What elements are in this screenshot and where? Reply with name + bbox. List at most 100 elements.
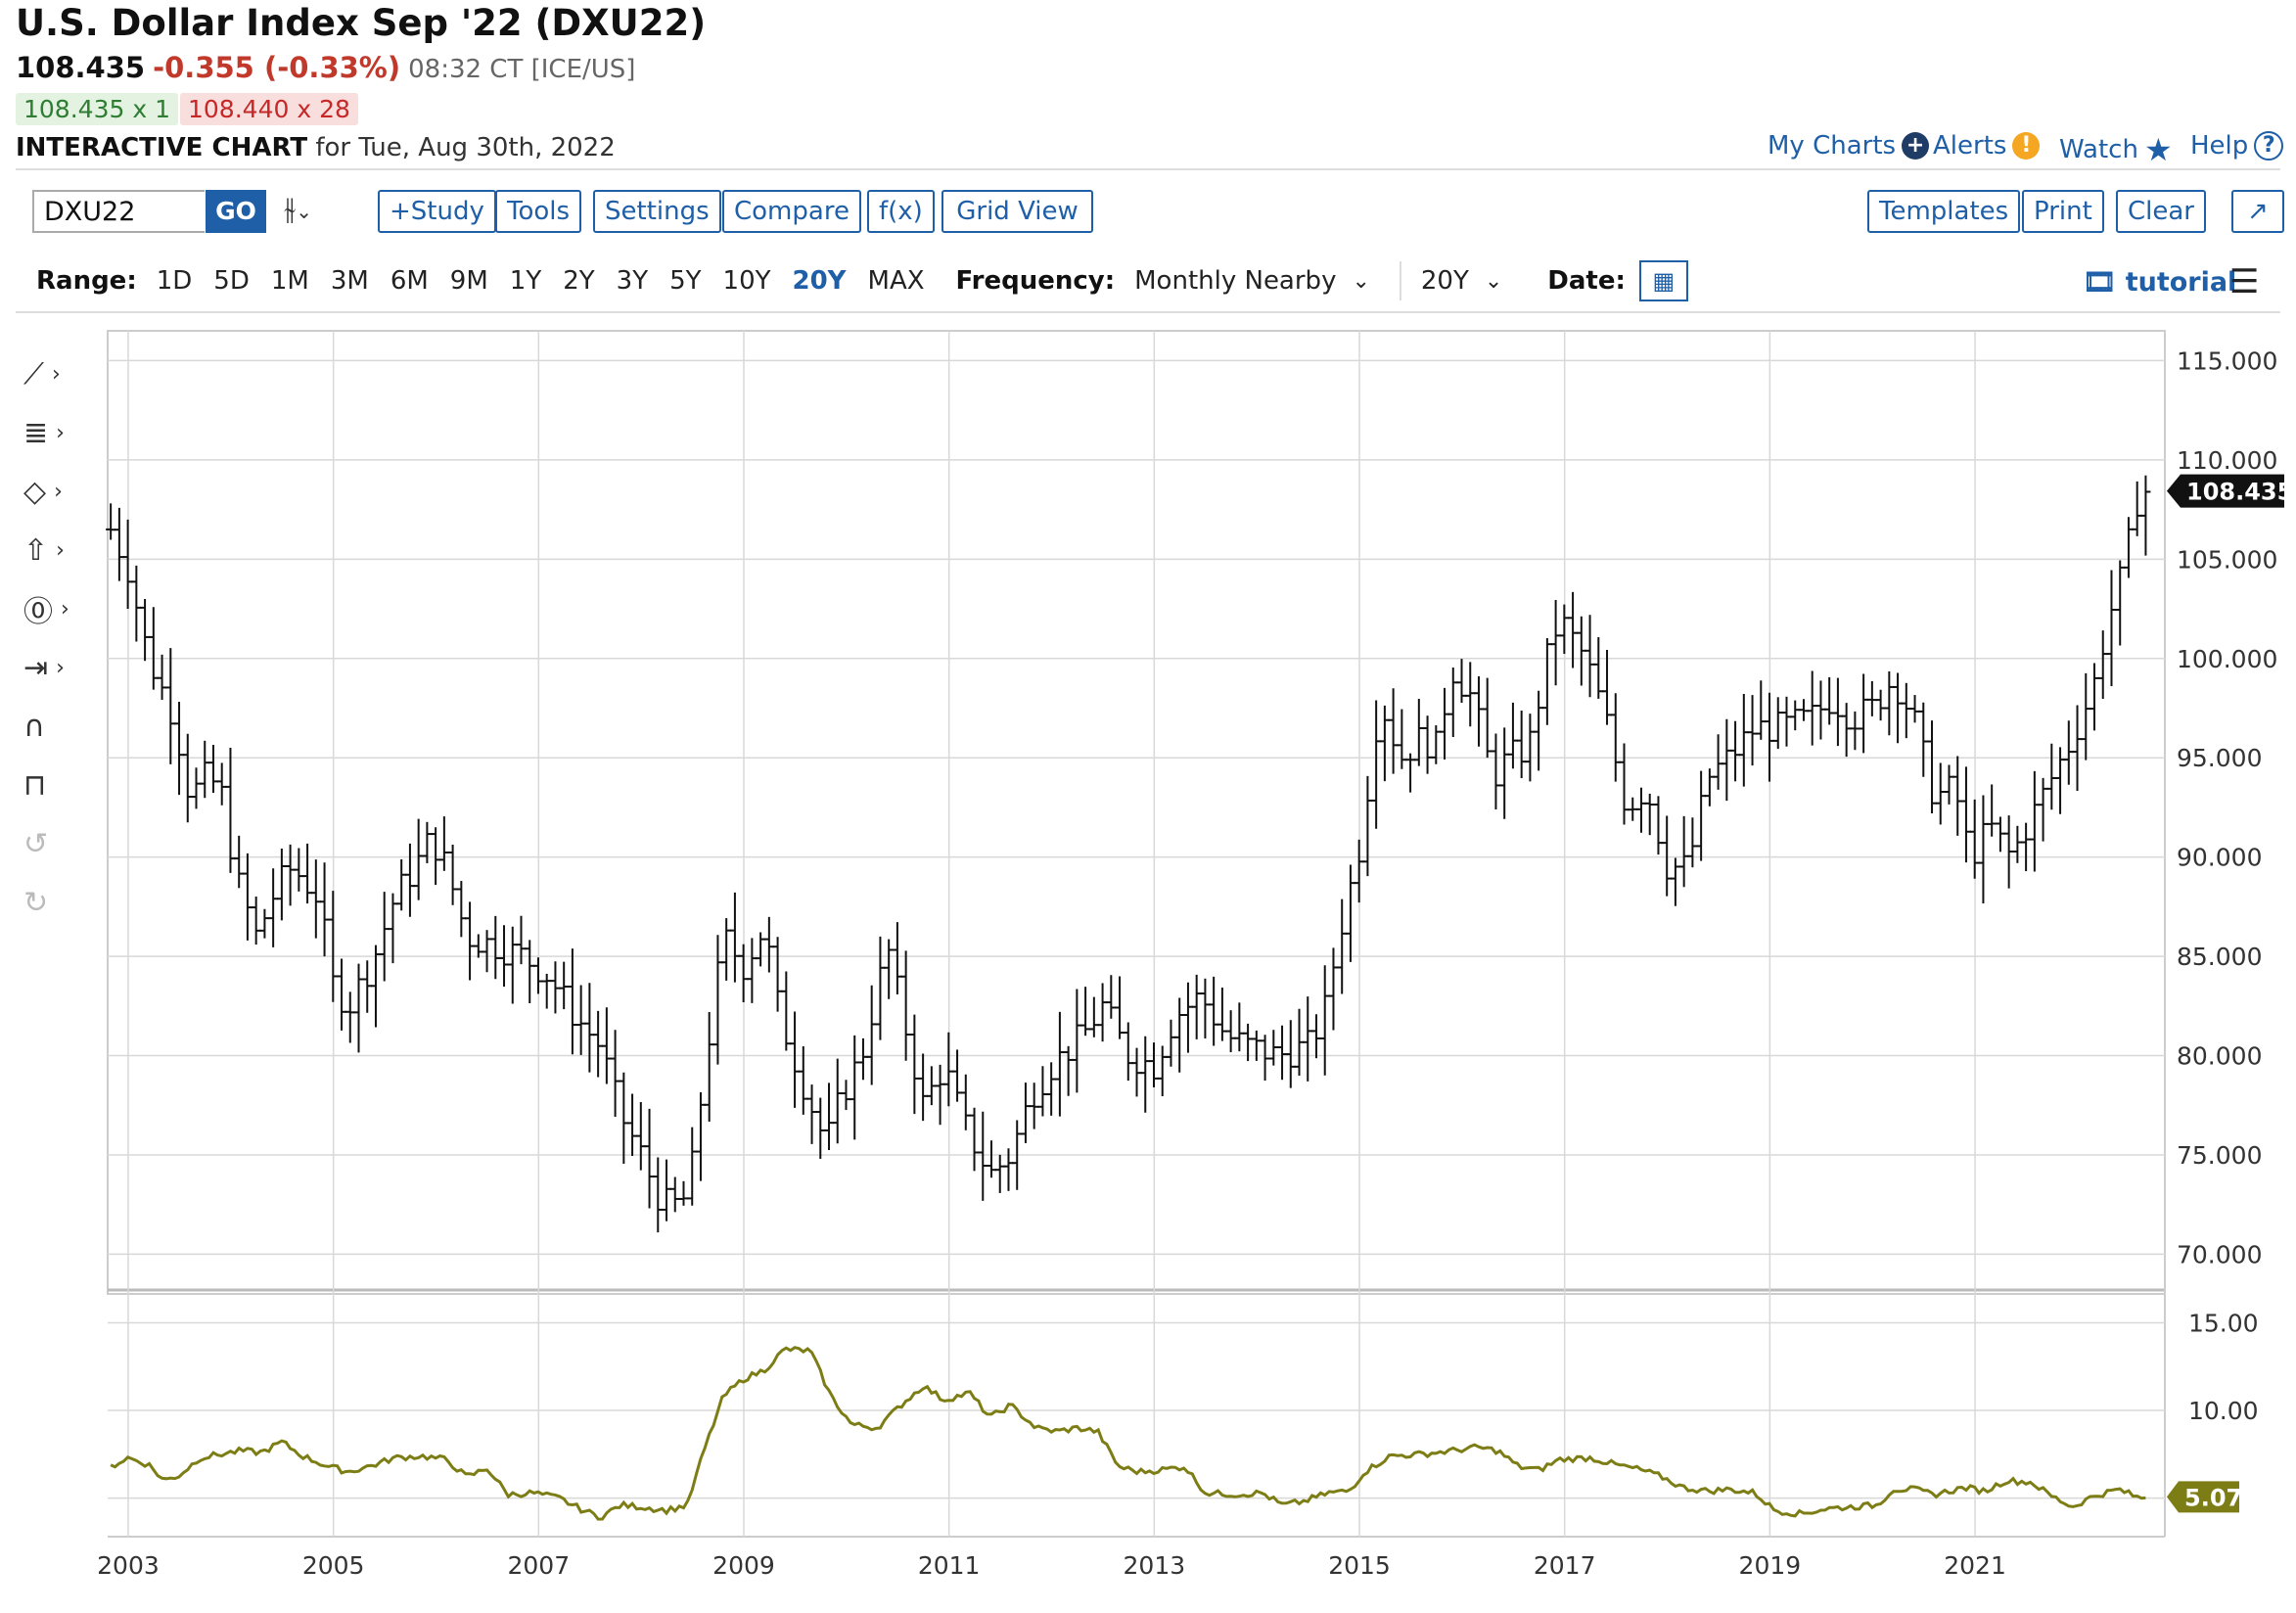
menu-icon[interactable]: ☰ <box>2229 262 2260 301</box>
y-tick-label: 85.000 <box>2177 943 2262 971</box>
indicator-tick-label: 10.00 <box>2188 1397 2259 1425</box>
x-tick-label: 2015 <box>1328 1551 1391 1580</box>
line-tool[interactable]: ⟋ › <box>23 352 94 395</box>
range-option-9m[interactable]: 9M <box>449 266 488 296</box>
print-button[interactable]: Print <box>2022 190 2104 233</box>
plus-circle-icon: + <box>1902 132 1930 160</box>
compare-button[interactable]: Compare <box>722 190 861 233</box>
y-tick-label: 80.000 <box>2177 1042 2262 1071</box>
magnet-icon: ∩ <box>23 709 45 744</box>
x-tick-label: 2007 <box>508 1551 571 1580</box>
indicator-line <box>110 1346 2146 1521</box>
range-label: Range: <box>36 266 137 296</box>
alerts-link[interactable]: Alerts ! <box>1933 131 2041 161</box>
grid-view-button[interactable]: Grid View <box>941 190 1093 233</box>
fib-tool-icon: ≣ <box>23 415 49 450</box>
y-tick-label: 75.000 <box>2177 1141 2262 1170</box>
arrow-tool[interactable]: ⇧ › <box>23 529 94 572</box>
interactive-chart-heading: INTERACTIVE CHART for Tue, Aug 30th, 202… <box>16 133 616 162</box>
film-icon: 🎞 <box>2083 267 2117 298</box>
help-link[interactable]: Help ? <box>2190 131 2284 161</box>
range-option-1d[interactable]: 1D <box>156 266 193 296</box>
lock-tool[interactable]: ⊓ <box>23 763 94 806</box>
y-tick-label: 110.000 <box>2177 446 2277 475</box>
frequency-select[interactable]: Monthly Nearby <box>1134 266 1337 296</box>
frequency-label: Frequency: <box>955 266 1116 296</box>
period-select[interactable]: 20Y <box>1420 266 1469 296</box>
y-tick-label: 115.000 <box>2177 346 2277 375</box>
x-tick-label: 2011 <box>918 1551 981 1580</box>
y-tick-label: 70.000 <box>2177 1240 2262 1268</box>
x-tick-label: 2005 <box>302 1551 365 1580</box>
chevron-right-icon: › <box>54 479 63 504</box>
measure-tool-icon: ⇥ <box>23 650 49 685</box>
chevron-down-icon: ⌄ <box>296 200 313 223</box>
shape-tool[interactable]: ◇ › <box>23 470 94 513</box>
expand-button[interactable]: ↗ <box>2231 190 2284 233</box>
x-tick-label: 2009 <box>712 1551 775 1580</box>
last-price-tag <box>2167 474 2284 508</box>
alert-icon: ! <box>2012 132 2041 160</box>
range-option-max[interactable]: MAX <box>867 266 925 296</box>
undo-button[interactable]: ↺ <box>23 822 94 865</box>
shape-tool-icon: ◇ <box>23 474 47 509</box>
range-option-1y[interactable]: 1Y <box>509 266 542 296</box>
tutorial-link[interactable]: 🎞 tutorial <box>2083 266 2236 298</box>
my-charts-label: My Charts <box>1768 131 1897 161</box>
ask-badge: 108.440 x 28 <box>180 93 358 125</box>
indicator-panel <box>110 1346 2146 1521</box>
range-option-20y[interactable]: 20Y <box>792 266 847 296</box>
range-option-3m[interactable]: 3M <box>330 266 369 296</box>
last-price-label: 108.435 <box>2186 479 2293 506</box>
chevron-right-icon: › <box>56 420 65 445</box>
range-option-3y[interactable]: 3Y <box>616 266 649 296</box>
arrow-tool-icon: ⇧ <box>23 532 49 568</box>
y-tick-label: 105.000 <box>2177 545 2277 574</box>
clear-button[interactable]: Clear <box>2116 190 2206 233</box>
range-option-5d[interactable]: 5D <box>213 266 250 296</box>
range-divider <box>1399 261 1401 300</box>
chevron-right-icon: › <box>61 596 69 622</box>
chart-title: U.S. Dollar Index Sep '22 (DXU22) <box>16 2 707 44</box>
chart-type-dropdown[interactable]: ⫳⌄ <box>284 192 312 226</box>
x-tick-label: 2021 <box>1944 1551 2006 1580</box>
expand-icon: ↗ <box>2247 197 2269 226</box>
fib-tool[interactable]: ≣ › <box>23 411 94 454</box>
magnet-tool[interactable]: ∩ <box>23 705 94 748</box>
calendar-icon[interactable]: ▦ <box>1638 260 1688 301</box>
chevron-down-icon[interactable]: ⌄ <box>1352 268 1370 294</box>
my-charts-link[interactable]: My Charts + <box>1768 131 1930 161</box>
range-option-5y[interactable]: 5Y <box>669 266 702 296</box>
study-button[interactable]: +Study <box>378 190 496 233</box>
price-change: -0.355 (-0.33%) <box>153 51 401 84</box>
tools-button[interactable]: Tools <box>495 190 582 233</box>
bid-badge: 108.435 x 1 <box>16 93 178 125</box>
indicator-value-tag <box>2167 1481 2239 1513</box>
redo-button[interactable]: ↻ <box>23 881 94 924</box>
tutorial-label: tutorial <box>2125 267 2237 298</box>
chart-axes: 115.000 110.000 105.000 100.000 95.000 90.000… <box>97 346 2293 1580</box>
chevron-down-icon[interactable]: ⌄ <box>1484 268 1503 294</box>
toolbar-divider <box>16 311 2280 313</box>
chevron-right-icon: › <box>56 655 65 680</box>
go-button[interactable]: GO <box>206 190 266 233</box>
text-tool[interactable]: ⓪ › <box>23 587 94 630</box>
indicator-value-label: 5.07 <box>2184 1484 2242 1511</box>
measure-tool[interactable]: ⇥ › <box>23 646 94 689</box>
range-options: 1D 5D 1M 3M 6M 9M 1Y 2Y 3Y 5Y 10Y 20Y MAX <box>157 266 946 296</box>
fx-button[interactable]: f(x) <box>867 190 935 233</box>
range-option-1m[interactable]: 1M <box>270 266 309 296</box>
y-tick-label: 100.000 <box>2177 645 2277 673</box>
redo-icon: ↻ <box>23 885 49 920</box>
date-label: Date: <box>1547 266 1626 296</box>
range-option-2y[interactable]: 2Y <box>563 266 595 296</box>
watch-link[interactable]: Watch ★ <box>2059 131 2173 168</box>
symbol-input[interactable] <box>32 190 205 233</box>
settings-button[interactable]: Settings <box>593 190 721 233</box>
templates-button[interactable]: Templates <box>1867 190 2021 233</box>
chart-grid <box>107 330 2166 1538</box>
range-option-10y[interactable]: 10Y <box>722 266 771 296</box>
unlock-icon: ⊓ <box>23 767 47 803</box>
range-option-6m[interactable]: 6M <box>390 266 429 296</box>
